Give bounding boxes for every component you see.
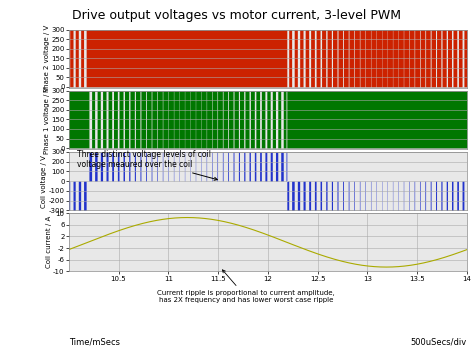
Y-axis label: Phase 2 voltage / V: Phase 2 voltage / V — [44, 25, 50, 92]
Text: 500uSecs/div: 500uSecs/div — [410, 337, 467, 346]
Text: Time/mSecs: Time/mSecs — [69, 337, 120, 346]
Y-axis label: Coil voltage / V: Coil voltage / V — [41, 155, 47, 207]
Text: Three distinct voltage levels of coil
voltage meaured over the coil: Three distinct voltage levels of coil vo… — [77, 150, 217, 180]
Text: Current ripple is proportional to current amplitude,
has 2X frequency and has lo: Current ripple is proportional to curren… — [157, 270, 335, 303]
Y-axis label: Phase 1 voltage / V: Phase 1 voltage / V — [44, 86, 50, 153]
Text: Drive output voltages vs motor current, 3-level PWM: Drive output voltages vs motor current, … — [73, 9, 401, 22]
Y-axis label: Coil current / A: Coil current / A — [46, 216, 52, 268]
